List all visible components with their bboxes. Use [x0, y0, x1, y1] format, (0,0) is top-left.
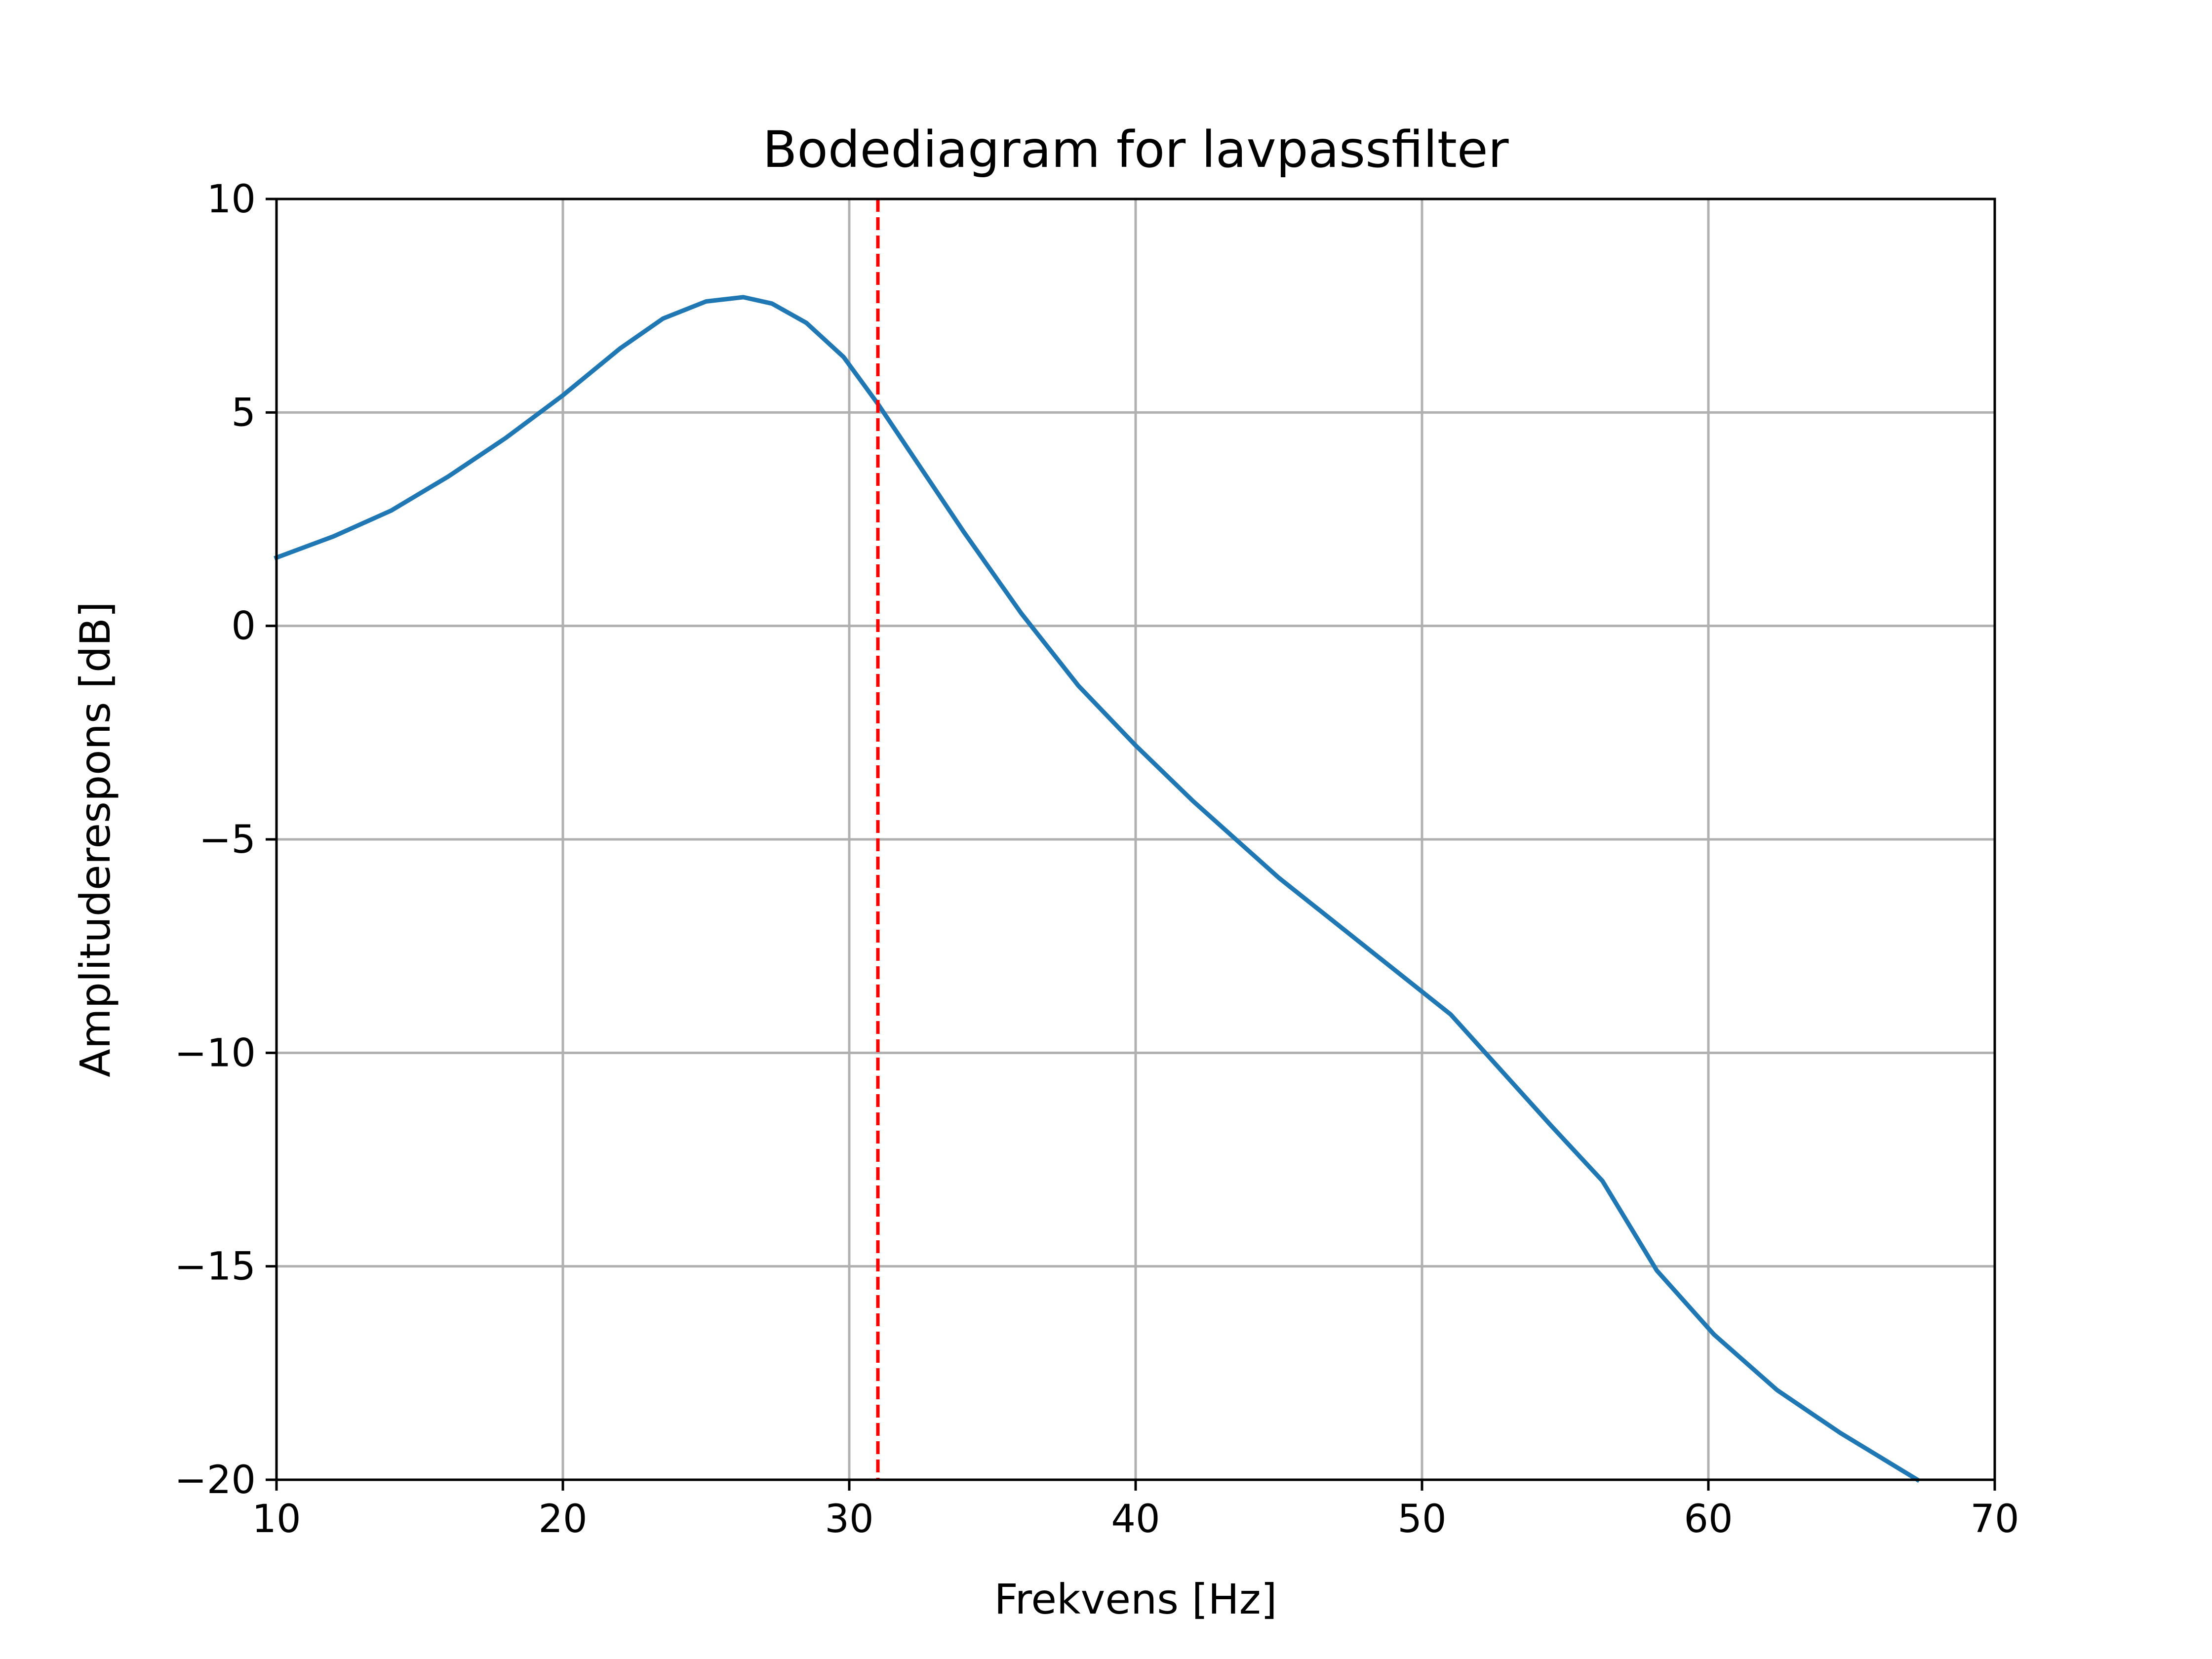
series-line: [274, 295, 1921, 1483]
y-axis-label: Amplituderespons [dB]: [71, 601, 119, 1077]
y-tick-label: −5: [199, 818, 256, 862]
x-tick-label: 30: [825, 1497, 873, 1541]
x-tick-label: 60: [1684, 1497, 1733, 1541]
ticks: 10 20 30 40 50 60 70 −20 −15 −10 −5 0 5 10: [174, 177, 2019, 1541]
y-tick-label: 0: [231, 604, 256, 649]
y-tick-label: −15: [174, 1245, 256, 1289]
x-tick-label: 50: [1397, 1497, 1446, 1541]
x-tick-label: 70: [1970, 1497, 2019, 1541]
plot-lines: [274, 199, 1921, 1483]
x-tick-label: 40: [1111, 1497, 1160, 1541]
x-axis-label: Frekvens [Hz]: [994, 1575, 1277, 1623]
y-tick-label: 5: [231, 391, 256, 435]
chart-title: Bodediagram for lavpassfilter: [762, 120, 1508, 179]
x-tick-label: 20: [538, 1497, 587, 1541]
x-tick-label: 10: [252, 1497, 301, 1541]
y-tick-label: −10: [174, 1031, 256, 1075]
y-tick-label: −20: [174, 1458, 256, 1502]
y-tick-label: 10: [207, 177, 256, 222]
